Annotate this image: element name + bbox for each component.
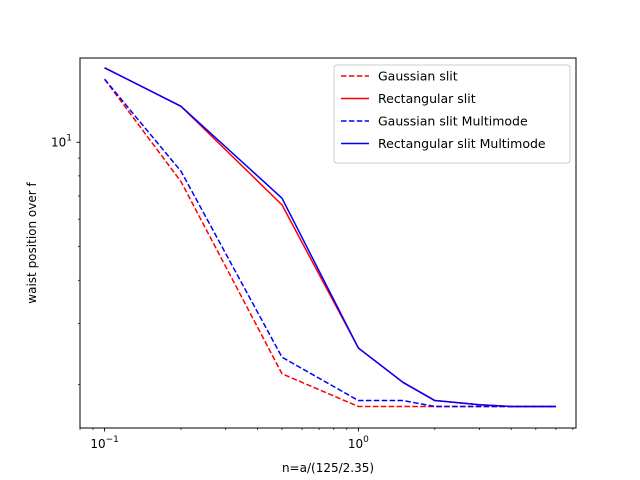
x-tick-label: 100 [348, 435, 369, 451]
legend-label: Rectangular slit Multimode [378, 136, 546, 151]
legend-label: Gaussian slit [378, 69, 458, 84]
y-axis-ticks: 101 [51, 133, 80, 386]
legend-label: Gaussian slit Multimode [378, 114, 528, 129]
x-tick-label: 10−1 [90, 435, 119, 451]
series-line-4 [104, 67, 556, 408]
legend-box [333, 64, 571, 164]
y-tick-label: 101 [51, 133, 72, 149]
x-axis-label: n=a/(125/2.35) [282, 461, 374, 475]
axes-frame [79, 57, 577, 429]
legend: Gaussian slit Rectangular slit Gaussian sl… [333, 64, 571, 164]
series-layer [103, 67, 556, 408]
y-axis-label: waist position over f [25, 182, 39, 304]
legend-label: Rectangular slit [378, 91, 476, 106]
x-axis-ticks: 10−1 100 [79, 428, 574, 451]
